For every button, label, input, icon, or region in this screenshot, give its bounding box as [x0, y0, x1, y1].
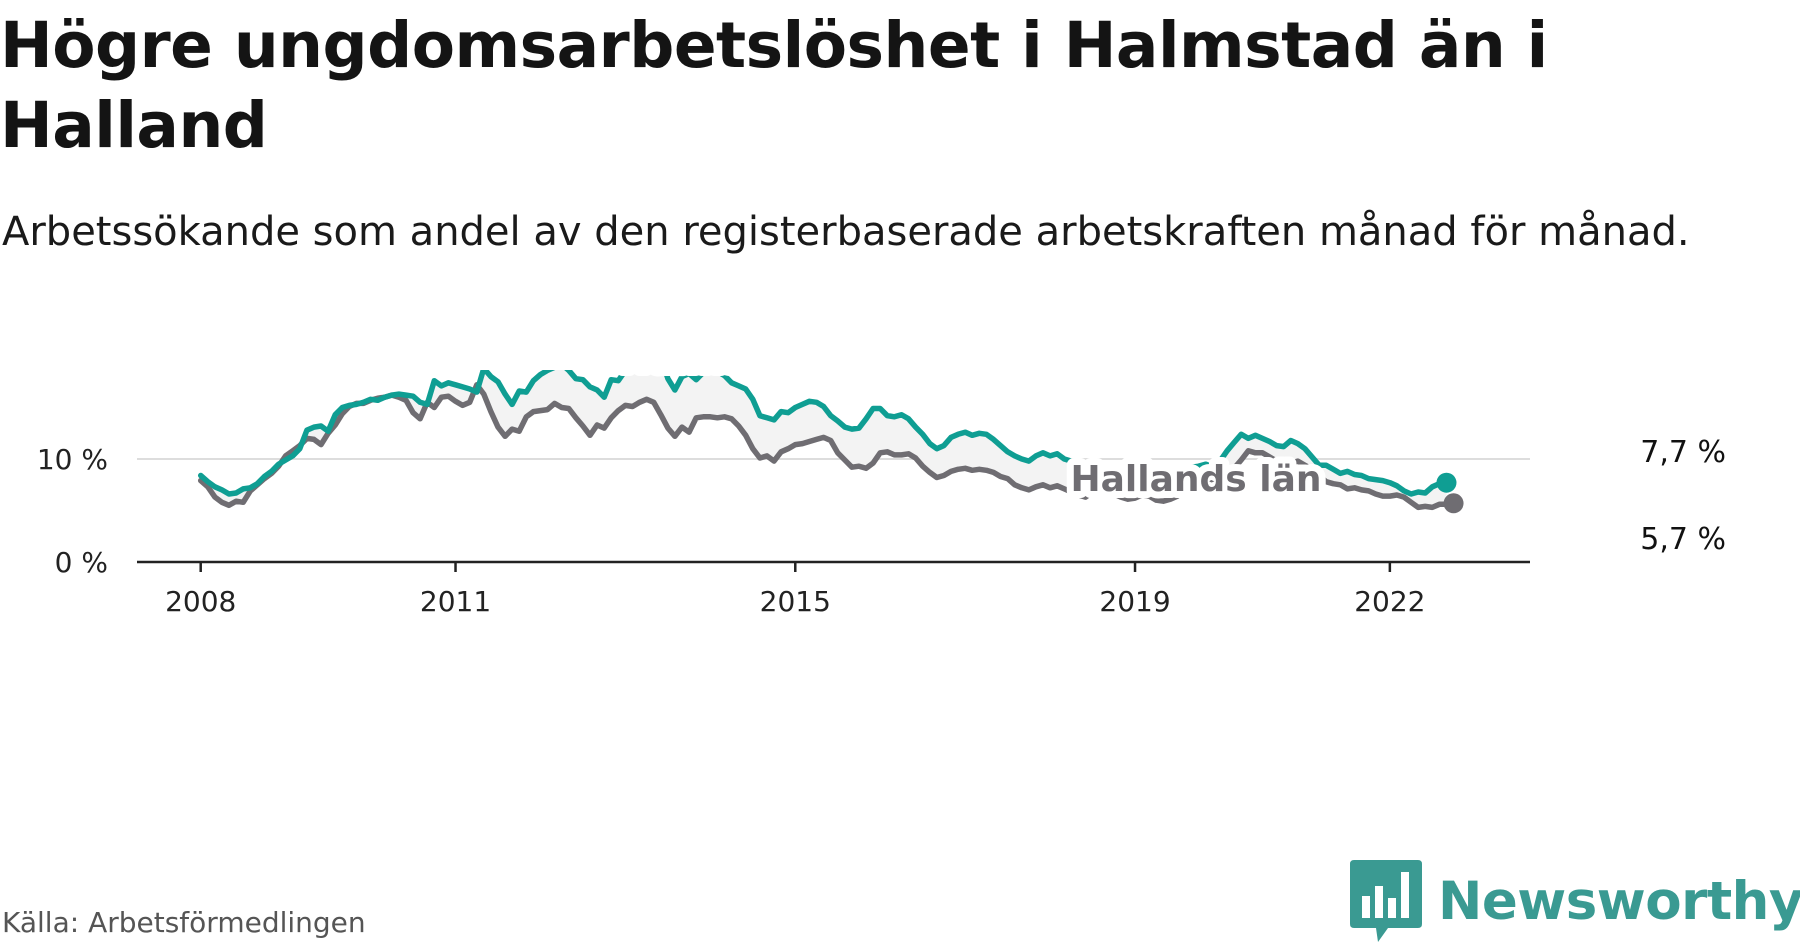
x-tick-label: 2011 — [420, 585, 491, 618]
y-tick-label: 0 % — [55, 546, 108, 579]
series-lines — [197, 370, 1464, 514]
halmstad-end-value: 7,7 % — [1640, 435, 1726, 470]
labels: Halmstad Hallands län 7,7 % 5,7 % — [613, 370, 1726, 557]
chart-subtitle: Arbetssökande som andel av den registerb… — [2, 209, 1690, 255]
hallands-lan-line — [197, 382, 1457, 511]
source-note: Källa: Arbetsförmedlingen — [2, 906, 366, 939]
y-tick-label: 10 % — [37, 443, 108, 476]
logo-bar-chart-icon — [1350, 860, 1422, 942]
x-tick-label: 2008 — [165, 585, 236, 618]
hallands-lan-end-point — [1443, 493, 1464, 514]
line-chart: 0 % 10 % 20 % 2008 2011 2015 2019 2022 Halmstad… — [37, 370, 1726, 618]
hallands-lan-label: Hallands län — [1070, 459, 1321, 500]
gridlines: 0 % 10 % 20 % 2008 2011 2015 2019 2022 — [37, 370, 1530, 618]
logo-text: Newsworthy — [1438, 870, 1800, 932]
halmstad-line — [197, 370, 1450, 497]
chart-title: Högre ungdomsarbetslöshet i Halmstad än … — [0, 9, 1548, 162]
x-tick-label: 2015 — [760, 585, 831, 618]
halmstad-label: Halmstad — [620, 370, 813, 378]
newsworthy-logo: Newsworthy — [1348, 858, 1800, 944]
y-tick-label: 20 % — [37, 370, 108, 373]
halmstad-end-point — [1436, 472, 1457, 493]
x-tick-label: 2022 — [1354, 585, 1425, 618]
x-tick-label: 2019 — [1099, 585, 1170, 618]
hallands-lan-end-value: 5,7 % — [1640, 522, 1726, 557]
